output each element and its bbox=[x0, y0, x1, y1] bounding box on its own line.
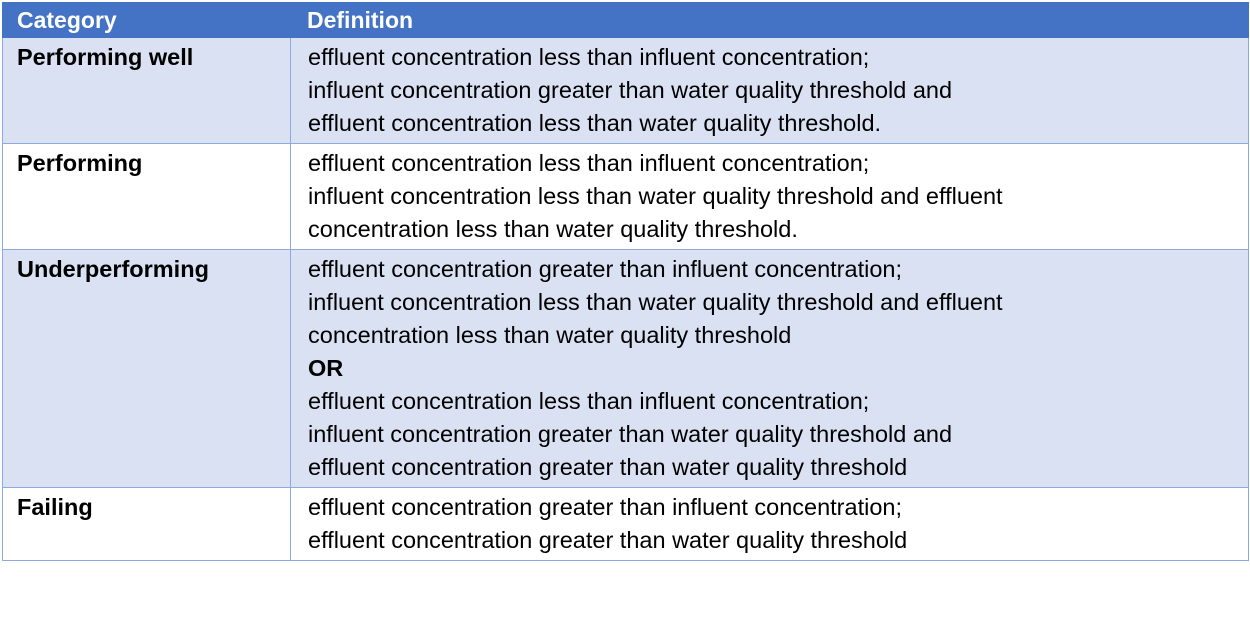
category-cell: Performing bbox=[2, 143, 291, 250]
table-body: Performing well effluent concentration le… bbox=[2, 37, 1249, 561]
header-row: Category Definition bbox=[2, 2, 1249, 38]
definition-cell: effluent concentration less than influen… bbox=[290, 143, 1249, 250]
category-cell: Failing bbox=[2, 487, 291, 561]
definition-line: effluent concentration greater than infl… bbox=[308, 256, 902, 282]
table-row: Failing effluent concentration greater th… bbox=[2, 487, 1249, 561]
table-row: Performing well effluent concentration le… bbox=[2, 37, 1249, 144]
definition-cell: effluent concentration less than influen… bbox=[290, 37, 1249, 144]
definition-connector: OR bbox=[308, 355, 344, 381]
definition-line: effluent concentration greater than infl… bbox=[308, 494, 902, 520]
definition-cell: effluent concentration greater than infl… bbox=[290, 249, 1249, 488]
category-cell: Underperforming bbox=[2, 249, 291, 488]
definition-line: effluent concentration less than influen… bbox=[308, 150, 870, 176]
definition-line: effluent concentration greater than wate… bbox=[308, 527, 908, 553]
definition-line: influent concentration less than water q… bbox=[308, 183, 1003, 209]
definition-line: effluent concentration less than influen… bbox=[308, 44, 870, 70]
definition-line: influent concentration less than water q… bbox=[308, 289, 1003, 315]
definition-line: influent concentration greater than wate… bbox=[308, 421, 953, 447]
definition-line: effluent concentration greater than wate… bbox=[308, 454, 908, 480]
table-row: Underperforming effluent concentration gr… bbox=[2, 249, 1249, 488]
table-row: Performing effluent concentration less th… bbox=[2, 143, 1249, 250]
definition-line: concentration less than water quality th… bbox=[308, 322, 792, 348]
definition-line: influent concentration greater than wate… bbox=[308, 77, 953, 103]
definition-line: concentration less than water quality th… bbox=[308, 216, 798, 242]
definition-cell: effluent concentration greater than infl… bbox=[290, 487, 1249, 561]
definition-line: effluent concentration less than influen… bbox=[308, 388, 870, 414]
definition-line: effluent concentration less than water q… bbox=[308, 110, 882, 136]
header-definition: Definition bbox=[290, 2, 1249, 38]
category-definition-table: Category Definition Performing well efflu… bbox=[2, 2, 1249, 561]
category-cell: Performing well bbox=[2, 37, 291, 144]
header-category: Category bbox=[2, 2, 291, 38]
